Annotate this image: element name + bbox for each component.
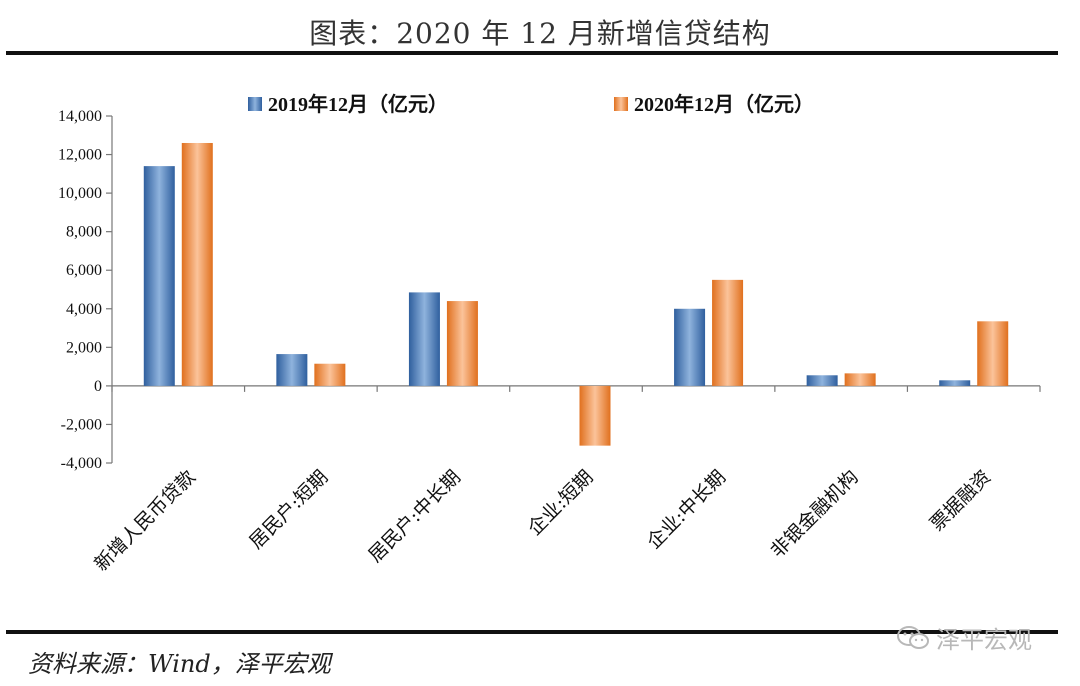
bar-2019 [276, 354, 308, 386]
category-label: 票据融资 [926, 466, 995, 535]
bar-2020 [446, 301, 478, 386]
bar-2019 [408, 292, 440, 386]
page-title: 图表：2020 年 12 月新增信贷结构 [309, 17, 771, 50]
bar-2020 [844, 373, 876, 386]
y-tick-label: 6,000 [66, 262, 102, 279]
category-label: 非银金融机构 [767, 466, 863, 562]
bar-2020 [579, 385, 611, 446]
y-tick-label: 12,000 [58, 147, 102, 164]
bar-2019 [143, 166, 175, 386]
category-label: 企业:短期 [524, 466, 598, 540]
wechat-icon [897, 625, 929, 649]
top-rule [6, 51, 1058, 55]
category-label: 居民户:短期 [245, 466, 332, 553]
y-tick-label: 2,000 [66, 339, 102, 356]
source-note: 资料来源：Wind，泽平宏观 [28, 650, 331, 678]
legend-label-2020: 2020年12月（亿元） [634, 92, 814, 116]
bar-2019 [674, 308, 706, 386]
bar-2020 [712, 279, 744, 386]
y-tick-label: -2,000 [61, 416, 102, 433]
watermark-text: 泽平宏观 [936, 626, 1032, 654]
watermark: 泽平宏观 [896, 620, 1032, 655]
y-tick-label: 4,000 [66, 301, 102, 318]
legend-swatch-2019 [248, 97, 262, 111]
category-label: 居民户:中长期 [364, 466, 465, 567]
legend-swatch-2020 [614, 97, 628, 111]
y-tick-label: 10,000 [58, 185, 102, 202]
y-tick-label: 0 [94, 378, 102, 395]
y-tick-label: 14,000 [58, 108, 102, 125]
bars [143, 142, 1009, 446]
bar-2019 [806, 375, 838, 386]
bar-2020 [181, 142, 213, 386]
bar-2020 [977, 321, 1009, 386]
category-label: 企业:中长期 [643, 466, 730, 553]
bar-2020 [314, 363, 346, 386]
legend-label-2019: 2019年12月（亿元） [268, 92, 448, 116]
bottom-rule [6, 630, 1058, 634]
y-tick-label: 8,000 [66, 224, 102, 241]
bar-2019 [939, 380, 971, 386]
y-tick-label: -4,000 [61, 455, 102, 472]
category-labels: 新增人民币贷款 居民户:短期 居民户:中长期 企业:短期 企业:中长期 非银金融机构 票据融… [90, 466, 995, 576]
axes: 14,000 12,000 10,000 8,000 6,000 4,000 2,000 0 -… [58, 108, 1041, 472]
legend: 2019年12月（亿元） 2020年12月（亿元） [248, 92, 814, 116]
category-label: 新增人民币贷款 [90, 466, 200, 576]
